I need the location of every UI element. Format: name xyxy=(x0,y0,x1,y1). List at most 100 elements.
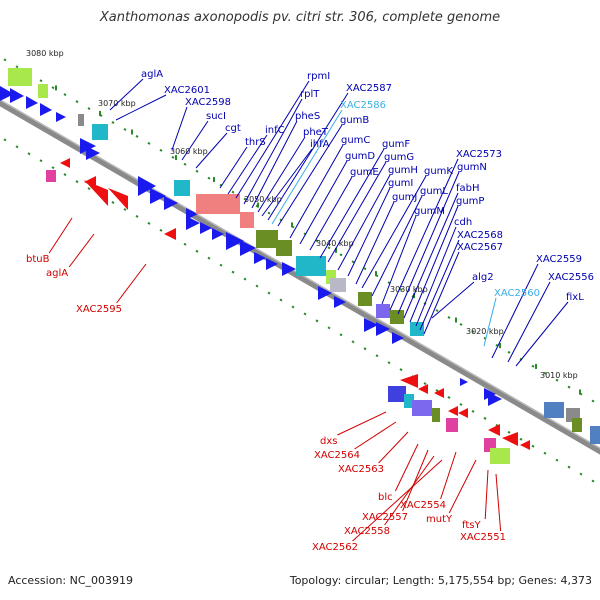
gene-label[interactable]: gumM xyxy=(414,206,445,217)
gene-label[interactable]: gumI xyxy=(388,178,413,189)
gene-feature xyxy=(256,230,278,248)
scale-label: 3010 kbp xyxy=(540,371,578,380)
tick-mark xyxy=(375,354,379,358)
tick-mark xyxy=(483,416,487,420)
gene-label[interactable]: gumD xyxy=(345,151,375,162)
gene-feature xyxy=(412,400,432,416)
gene-label[interactable]: gumK xyxy=(424,166,453,177)
gene-label[interactable]: XAC2586 xyxy=(340,100,386,111)
gene-label[interactable]: XAC2567 xyxy=(457,242,503,253)
gene-label[interactable]: btuB xyxy=(26,254,50,265)
gene-label[interactable]: XAC2564 xyxy=(314,450,360,461)
gene-label[interactable]: gumH xyxy=(388,165,418,176)
tick-mark xyxy=(207,256,211,260)
gene-label[interactable]: gumP xyxy=(456,196,484,207)
gene-label[interactable]: XAC2568 xyxy=(457,230,503,241)
gene-label[interactable]: sucI xyxy=(206,111,226,122)
gene-label[interactable]: mutY xyxy=(426,514,453,525)
label-leader xyxy=(354,421,397,450)
gene-label[interactable]: fabH xyxy=(456,183,480,194)
gene-label[interactable]: alg2 xyxy=(472,272,494,283)
gene-label[interactable]: XAC2559 xyxy=(536,254,582,265)
tick-mark xyxy=(591,399,595,403)
gene-label[interactable]: aglA xyxy=(46,268,68,279)
gene-label[interactable]: aglA xyxy=(141,69,163,80)
gene-label[interactable]: dxs xyxy=(320,436,337,447)
label-leader xyxy=(299,160,348,245)
tick-mark xyxy=(567,385,571,389)
gene-label[interactable]: gumN xyxy=(457,162,487,173)
tick-mark xyxy=(591,479,595,483)
scale-label: 3060 kbp xyxy=(170,147,208,156)
gene-feature xyxy=(392,332,404,344)
gene-feature xyxy=(56,112,66,122)
gene-label[interactable]: infC xyxy=(265,125,285,136)
gene-label[interactable]: XAC2562 xyxy=(312,542,358,553)
gene-label[interactable]: ftsY xyxy=(462,520,481,531)
label-leader xyxy=(397,171,460,315)
gene-label[interactable]: gumE xyxy=(350,167,379,178)
gene-label[interactable]: XAC2563 xyxy=(338,464,384,475)
gene-label[interactable]: XAC2587 xyxy=(346,83,392,94)
scale-label: 3080 kbp xyxy=(26,49,64,58)
tick-mark xyxy=(159,228,163,232)
label-leader xyxy=(381,215,417,305)
gene-label[interactable]: XAC2557 xyxy=(362,512,408,523)
label-leader xyxy=(347,187,391,277)
label-leader xyxy=(289,144,344,239)
tick-mark xyxy=(195,169,199,173)
gene-label[interactable]: blc xyxy=(378,492,393,503)
gene-label[interactable]: gumL xyxy=(420,186,448,197)
tick-mark xyxy=(447,316,451,319)
tick-mark xyxy=(255,284,259,288)
label-leader xyxy=(327,161,387,263)
gene-label[interactable]: gumJ xyxy=(392,192,417,203)
tick-mark xyxy=(15,145,19,149)
tick-mark xyxy=(507,350,511,354)
gene-label[interactable]: XAC2601 xyxy=(164,85,210,96)
tick-mark xyxy=(231,190,235,194)
gene-label[interactable]: gumB xyxy=(340,115,369,126)
gene-label[interactable]: XAC2558 xyxy=(344,526,390,537)
tick-mark xyxy=(87,187,91,191)
gene-label[interactable]: rplT xyxy=(300,89,320,100)
gene-feature xyxy=(80,138,96,154)
gene-feature xyxy=(390,310,404,324)
gene-label[interactable]: thrS xyxy=(245,137,266,148)
gene-label[interactable]: pheT xyxy=(303,127,329,138)
gene-label[interactable]: gumC xyxy=(341,135,370,146)
gene-label[interactable]: gumG xyxy=(384,152,414,163)
gene-label[interactable]: XAC2598 xyxy=(185,97,231,108)
genome-summary: Topology: circular; Length: 5,175,554 bp… xyxy=(289,574,592,587)
gene-feature xyxy=(330,278,346,292)
gene-label[interactable]: XAC2551 xyxy=(460,532,506,543)
gene-label[interactable]: rpmI xyxy=(307,71,330,82)
gene-feature xyxy=(108,188,128,210)
gene-feature xyxy=(544,402,564,418)
gene-label[interactable]: XAC2556 xyxy=(548,272,594,283)
tick-mark xyxy=(327,246,331,250)
gene-label[interactable]: cdh xyxy=(454,217,472,228)
gene-label[interactable]: cgt xyxy=(225,123,241,134)
gene-label[interactable]: pheS xyxy=(295,111,320,122)
tick-mark xyxy=(423,382,427,386)
label-leader xyxy=(257,136,306,213)
gene-label[interactable]: XAC2554 xyxy=(400,500,446,511)
gene-label[interactable]: XAC2595 xyxy=(76,304,122,315)
tick-mark xyxy=(75,180,79,184)
gene-label[interactable]: ihfA xyxy=(310,139,330,150)
gene-label[interactable]: XAC2560 xyxy=(494,288,540,299)
label-leader xyxy=(409,205,459,323)
gene-label[interactable]: fixL xyxy=(566,292,584,303)
tick-mark xyxy=(207,176,211,180)
reverse-genes xyxy=(46,158,530,464)
label-leader xyxy=(115,94,167,121)
gene-feature xyxy=(174,180,190,196)
reverse-gene-labels: btuB aglA XAC2595 dxs XAC2564 XAC2563 blc XAC25… xyxy=(26,254,506,553)
gene-label[interactable]: gumF xyxy=(382,139,410,150)
gene-label[interactable]: XAC2573 xyxy=(456,149,502,160)
label-leader xyxy=(495,473,502,532)
label-leader xyxy=(389,158,459,311)
tick-mark xyxy=(3,138,7,142)
